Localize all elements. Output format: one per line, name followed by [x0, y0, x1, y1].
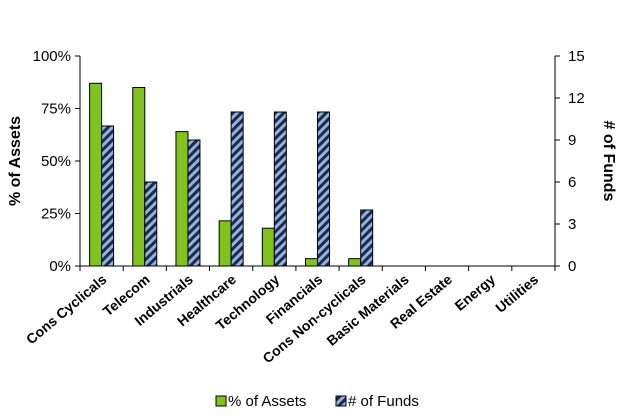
y-tick-label: 100%	[33, 48, 71, 65]
legend-label-assets: % of Assets	[228, 393, 306, 410]
bar-funds-3	[230, 111, 244, 267]
x-category-label: Cons Cyclicals	[23, 271, 110, 347]
y2-axis-title: # of Funds	[600, 121, 617, 202]
y2-tick-label: 15	[568, 48, 585, 65]
legend-swatch-assets	[215, 395, 227, 407]
bar-funds-0	[101, 125, 115, 267]
y2-tick-label: 9	[568, 132, 576, 149]
y2-tick-label: 3	[568, 216, 576, 233]
bar-funds-6	[360, 209, 374, 267]
x-category-label: Energy	[452, 271, 499, 314]
y2-tick-label: 0	[568, 258, 576, 275]
bar-assets-2	[175, 131, 189, 267]
y-tick-label: 25%	[41, 206, 71, 223]
bar-funds-2	[187, 139, 201, 267]
y-tick-label: 0%	[49, 258, 71, 275]
bar-assets-6	[348, 258, 362, 267]
x-category-label: Utilities	[492, 271, 541, 316]
bar-assets-1	[132, 87, 146, 267]
y-tick-label: 50%	[41, 153, 71, 170]
legend-swatch-funds	[335, 395, 347, 407]
bar-assets-5	[305, 258, 318, 267]
y-tick-label: 75%	[41, 101, 71, 118]
bar-assets-4	[261, 227, 275, 267]
bar-assets-0	[89, 82, 103, 267]
bar-funds-4	[273, 111, 287, 267]
y2-tick-label: 6	[568, 174, 576, 191]
bar-assets-3	[218, 220, 232, 267]
y-axis-title: % of Assets	[7, 116, 24, 206]
legend-label-funds: # of Funds	[348, 393, 419, 410]
y2-tick-label: 12	[568, 90, 585, 107]
bar-funds-1	[144, 181, 158, 267]
bar-funds-5	[317, 111, 330, 267]
legend: % of Assets # of Funds	[215, 393, 419, 410]
